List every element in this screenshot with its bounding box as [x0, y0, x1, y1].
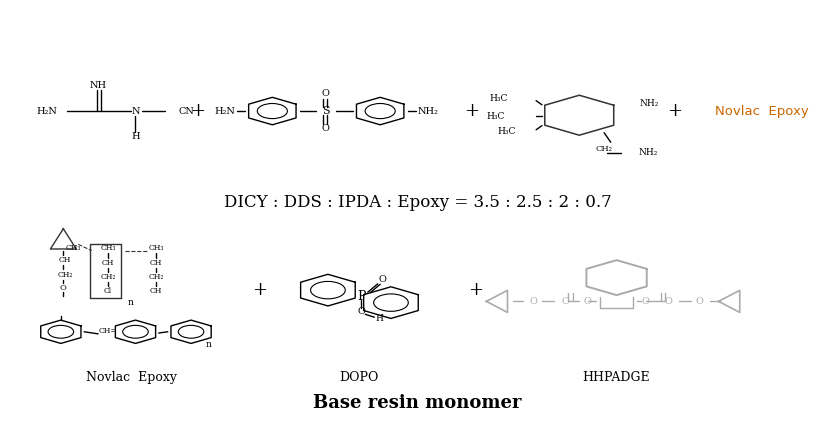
Text: +: + [468, 281, 483, 299]
Text: CH: CH [58, 256, 71, 264]
Text: H₃C: H₃C [489, 94, 508, 103]
Text: NH: NH [89, 81, 107, 90]
Text: O: O [321, 89, 329, 98]
Text: H: H [376, 314, 383, 323]
Text: O: O [584, 297, 591, 306]
Text: CN: CN [179, 106, 195, 116]
Text: H₃C: H₃C [486, 112, 504, 121]
Text: H₂N: H₂N [214, 106, 235, 116]
Text: CH: CH [102, 259, 114, 267]
Text: P: P [357, 290, 366, 303]
Text: O: O [60, 284, 67, 292]
Text: n: n [206, 340, 212, 349]
Text: NH₂: NH₂ [640, 99, 659, 108]
Text: +: + [252, 281, 267, 299]
Text: DICY : DDS : IPDA : Epoxy = 3.5 : 2.5 : 2 : 0.7: DICY : DDS : IPDA : Epoxy = 3.5 : 2.5 : … [224, 194, 611, 211]
Text: O: O [641, 297, 650, 306]
Text: CH₃: CH₃ [100, 244, 116, 252]
Text: Base resin monomer: Base resin monomer [313, 394, 522, 411]
Text: O: O [664, 297, 672, 306]
Text: O: O [379, 275, 387, 284]
Text: H₂N: H₂N [36, 106, 57, 116]
Text: O: O [357, 307, 365, 316]
Text: HHPADGE: HHPADGE [583, 371, 650, 384]
Text: Novlac  Epoxy: Novlac Epoxy [86, 371, 177, 384]
Text: CH: CH [150, 259, 163, 267]
Text: CH: CH [150, 287, 163, 295]
Text: CH₂: CH₂ [100, 273, 116, 281]
Text: H₃C: H₃C [498, 127, 516, 136]
Text: NH₂: NH₂ [418, 106, 438, 116]
Text: O: O [561, 297, 569, 306]
Text: H: H [131, 132, 139, 141]
Text: CH₂: CH₂ [58, 271, 73, 279]
Text: n: n [127, 298, 133, 307]
Text: NH₂: NH₂ [639, 148, 658, 157]
Text: Cl: Cl [104, 287, 112, 295]
Text: S: S [322, 106, 330, 116]
Text: +: + [464, 102, 479, 120]
Text: O: O [529, 297, 538, 306]
Text: CH₂: CH₂ [595, 144, 613, 152]
Text: CH₃: CH₃ [149, 244, 164, 252]
Text: CH=: CH= [99, 327, 118, 335]
Text: Novlac  Epoxy: Novlac Epoxy [715, 105, 808, 118]
Text: O: O [321, 124, 329, 133]
Text: +: + [190, 102, 205, 120]
Text: +: + [667, 102, 682, 120]
Text: CH₃: CH₃ [66, 244, 81, 252]
Text: O: O [696, 297, 703, 306]
Text: DOPO: DOPO [340, 371, 379, 384]
Text: N: N [131, 106, 139, 116]
Text: CH₂: CH₂ [149, 273, 164, 281]
